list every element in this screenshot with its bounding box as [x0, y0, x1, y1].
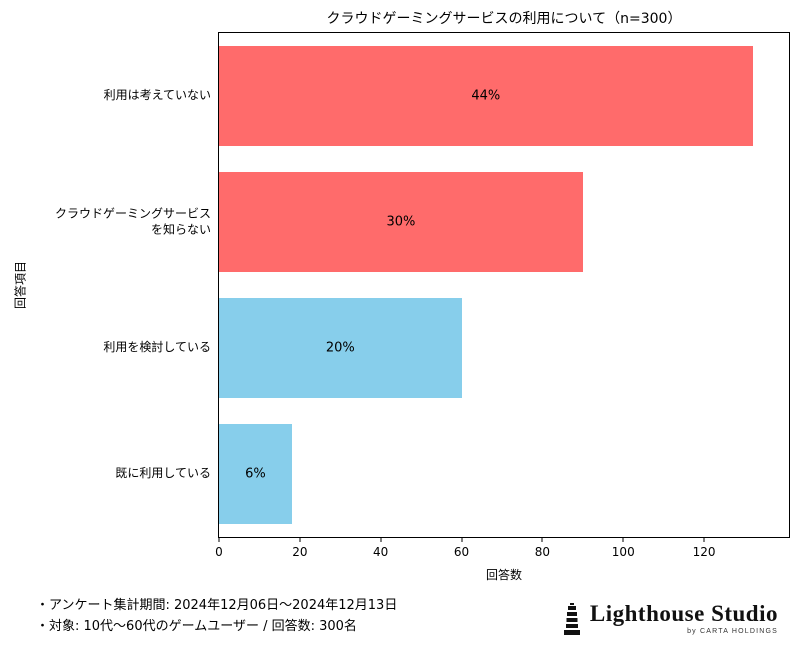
x-tick-mark-20: [299, 538, 301, 542]
x-tick-mark-80: [541, 538, 543, 542]
y-category-labels: 利用は考えていないクラウドゲーミングサービス を知らない利用を検討している既に利…: [0, 32, 211, 538]
x-axis-label: 回答数: [485, 568, 522, 582]
x-tick-mark-40: [380, 538, 382, 542]
x-tick-label-120: 120: [692, 545, 716, 559]
bar-3: [219, 423, 292, 525]
bar-value-label-0: 44%: [471, 88, 501, 104]
logo-text: Lighthouse Studio: [589, 601, 778, 626]
note-audience: ・対象: 10代～60代のゲームユーザー / 回答数: 300名: [36, 619, 357, 635]
lighthouse-icon: [563, 603, 580, 635]
x-tick-mark-60: [461, 538, 463, 542]
logo-text-wrap: Lighthouse Studio by CARTA HOLDINGS: [590, 601, 778, 635]
x-tick-label-20: 20: [292, 545, 308, 559]
x-tick-label-80: 80: [534, 545, 551, 559]
note-period: ・アンケート集計期間: 2024年12月06日～2024年12月13日: [36, 598, 398, 613]
x-tick-label-100: 100: [611, 545, 635, 559]
y-tick-label-3: 既に利用している: [115, 466, 211, 481]
x-tick-label-60: 60: [453, 545, 470, 559]
x-tick-mark-100: [622, 538, 624, 542]
bar-value-label-3: 6%: [245, 466, 266, 482]
x-tick-mark-0: [218, 538, 220, 542]
y-tick-label-2: 利用を検討している: [103, 340, 211, 355]
plot-area: 44% 30% 20% 6%: [218, 32, 790, 538]
lighthouse-studio-logo: Lighthouse Studio by CARTA HOLDINGS: [563, 601, 778, 637]
bar-value-label-2: 20%: [325, 340, 355, 356]
y-tick-label-0: 利用は考えていない: [103, 88, 211, 103]
bar-2: [219, 297, 462, 399]
x-axis-ticks: 0 20 40 60 80 100 120: [215, 538, 789, 564]
bar-1: [219, 171, 583, 273]
x-tick-label-0: 0: [215, 545, 223, 559]
x-tick-mark-120: [703, 538, 705, 542]
bar-0: [219, 45, 753, 147]
survey-notes: ・アンケート集計期間: 2024年12月06日～2024年12月13日 ・対象:…: [36, 595, 397, 638]
chart-title: クラウドゲーミングサービスの利用について（n=300）: [326, 11, 682, 27]
bar-value-label-1: 30%: [386, 214, 416, 230]
y-tick-label-1: クラウドゲーミングサービス を知らない: [54, 206, 211, 236]
x-tick-label-40: 40: [373, 545, 389, 559]
logo-subtext: by CARTA HOLDINGS: [687, 628, 778, 636]
